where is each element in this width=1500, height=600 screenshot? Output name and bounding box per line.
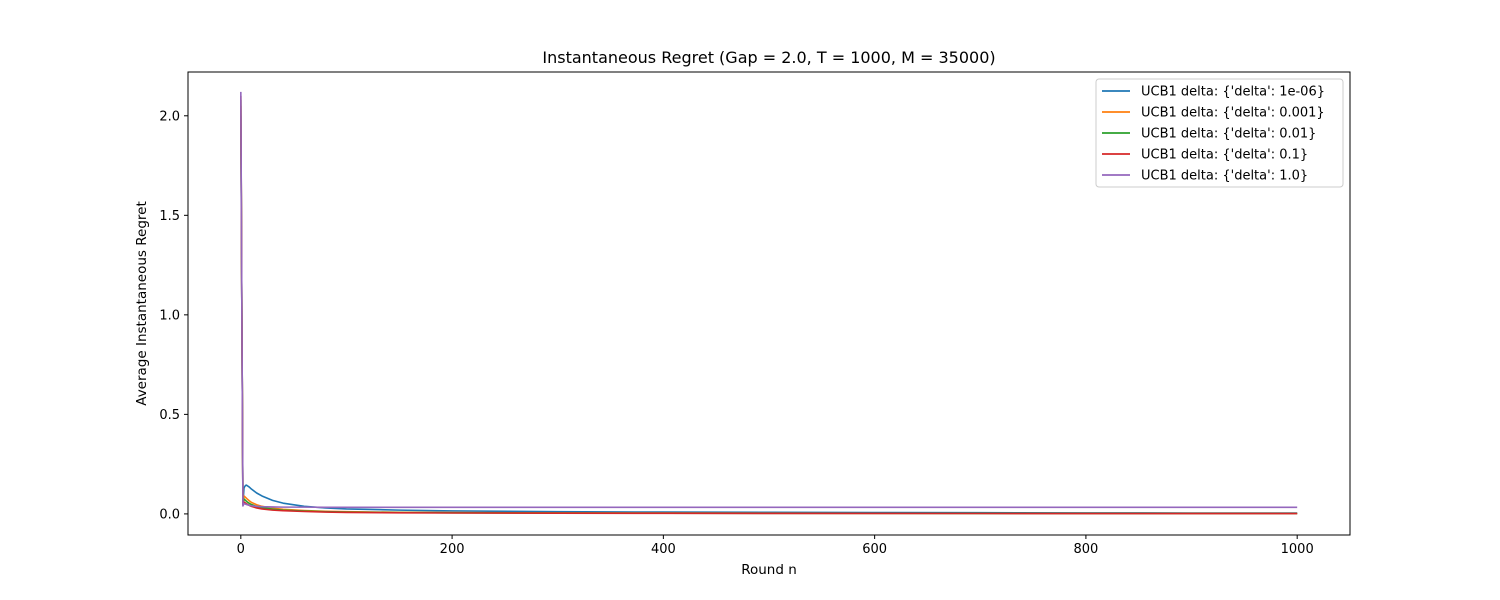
x-tick-label: 800 (1073, 542, 1098, 557)
x-tick-label: 1000 (1281, 542, 1314, 557)
series-line-4 (240, 95, 1298, 515)
legend-label: UCB1 delta: {'delta': 1.0} (1141, 169, 1308, 184)
legend-label: UCB1 delta: {'delta': 0.01} (1141, 127, 1316, 142)
legend-label: UCB1 delta: {'delta': 1e-06} (1141, 85, 1325, 100)
series-line-5 (240, 91, 1298, 509)
y-tick-label: 1.0 (159, 308, 180, 323)
chart-title: Instantaneous Regret (Gap = 2.0, T = 100… (542, 48, 995, 67)
y-tick-label: 1.5 (159, 209, 180, 224)
legend-label: UCB1 delta: {'delta': 0.001} (1141, 106, 1325, 121)
x-tick-label: 0 (237, 542, 245, 557)
legend-label: UCB1 delta: {'delta': 0.1} (1141, 148, 1308, 163)
x-tick-label: 600 (862, 542, 887, 557)
y-tick-label: 2.0 (159, 109, 180, 124)
series-line-1 (240, 115, 1298, 514)
y-axis-title: Average Instantaneous Regret (134, 201, 150, 406)
y-tick-label: 0.0 (159, 507, 180, 522)
y-tick-label: 0.5 (159, 408, 180, 423)
legend: UCB1 delta: {'delta': 1e-06} UCB1 delta: … (1095, 78, 1344, 188)
x-tick-label: 400 (651, 542, 676, 557)
plot-area (240, 91, 1298, 515)
legend-box (1095, 78, 1344, 188)
plot-frame (187, 71, 1351, 536)
x-tick-label: 200 (440, 542, 465, 557)
axis-ticks: 0 200 400 600 800 1000 0.0 0.5 1.0 1.5 2.0 (159, 109, 1313, 557)
x-axis-title: Round n (741, 562, 797, 578)
